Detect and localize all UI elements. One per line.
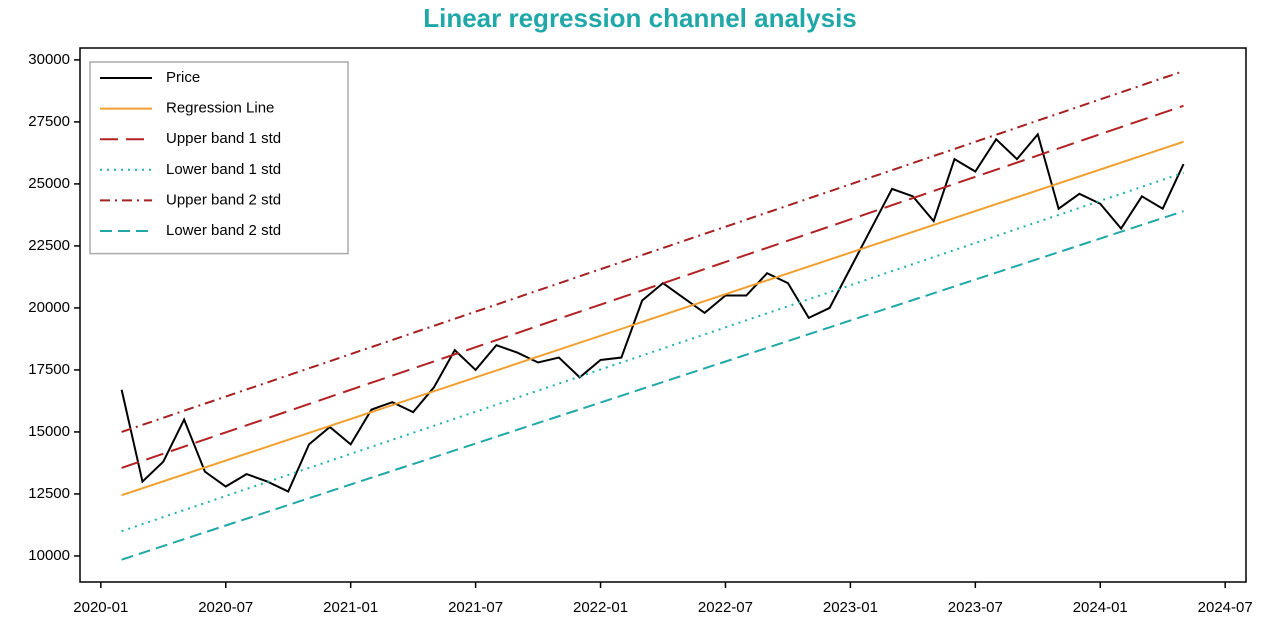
series-line xyxy=(120,132,1185,493)
legend-label: Price xyxy=(166,69,200,86)
plot-frame xyxy=(79,47,1247,583)
x-tick-label: 2023-01 xyxy=(823,599,878,616)
y-tick-label: 15000 xyxy=(28,423,70,440)
legend-box xyxy=(89,61,349,255)
y-tick-label: 22500 xyxy=(28,237,70,254)
legend-label: Lower band 2 std xyxy=(166,222,281,239)
x-tick-label: 2023-07 xyxy=(948,599,1003,616)
series-line xyxy=(121,210,1184,561)
x-tick-label: 2020-01 xyxy=(73,599,128,616)
legend-label: Regression Line xyxy=(166,100,274,117)
x-tick-label: 2021-07 xyxy=(448,599,503,616)
legend-label: Lower band 1 std xyxy=(166,161,281,178)
y-tick-label: 17500 xyxy=(28,361,70,378)
series-line xyxy=(121,171,1184,533)
series-line xyxy=(121,140,1184,497)
x-tick-label: 2022-07 xyxy=(698,599,753,616)
y-tick-label: 25000 xyxy=(28,175,70,192)
chart-title: Linear regression channel analysis xyxy=(423,3,857,33)
legend-label: Upper band 2 std xyxy=(166,191,281,208)
x-tick-label: 2020-07 xyxy=(198,599,253,616)
y-tick-label: 12500 xyxy=(28,485,70,502)
y-tick-label: 30000 xyxy=(28,51,70,68)
y-tick-label: 27500 xyxy=(28,113,70,130)
x-tick-label: 2021-01 xyxy=(323,599,378,616)
legend-label: Upper band 1 std xyxy=(166,130,281,147)
x-tick-label: 2024-01 xyxy=(1073,599,1128,616)
y-tick-label: 10000 xyxy=(28,547,70,564)
x-tick-label: 2024-07 xyxy=(1198,599,1253,616)
y-tick-label: 20000 xyxy=(28,299,70,316)
x-tick-label: 2022-01 xyxy=(573,599,628,616)
series-line xyxy=(121,104,1184,469)
